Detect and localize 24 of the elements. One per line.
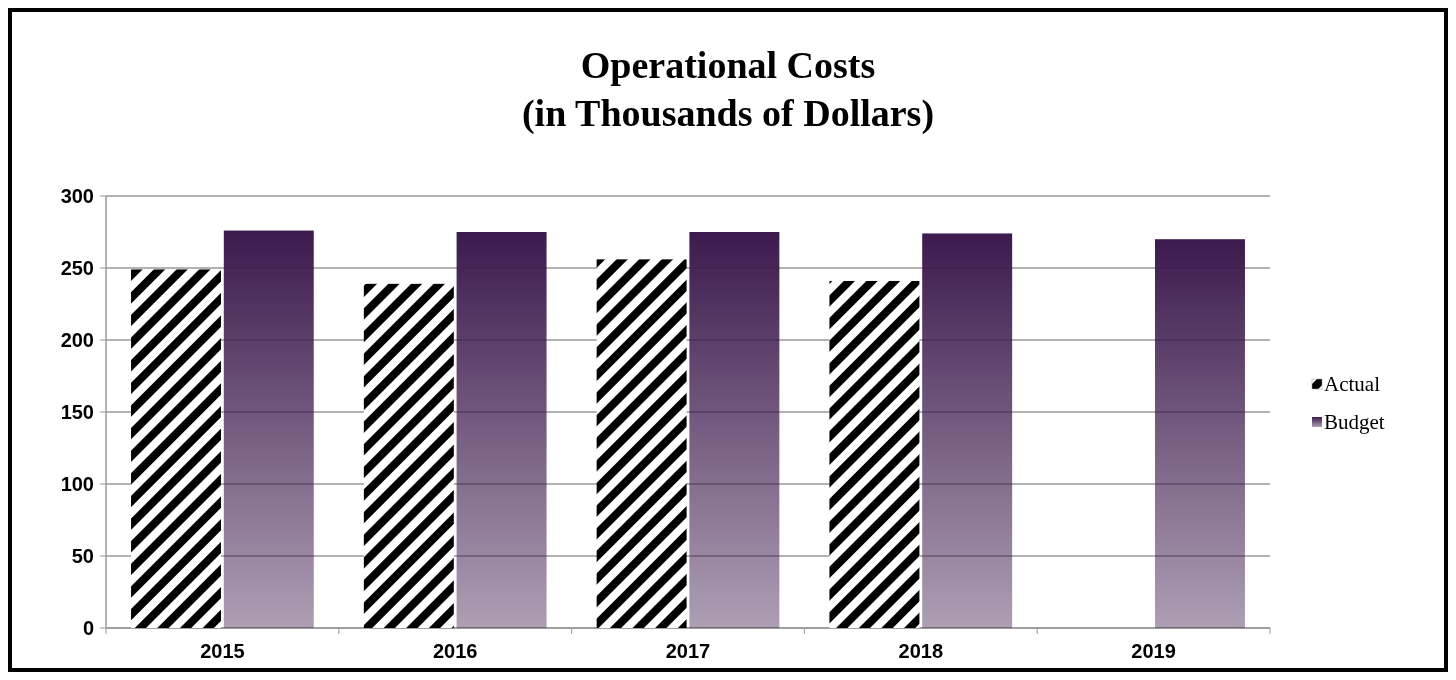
bar (363, 283, 454, 628)
y-tick-label: 250 (60, 257, 94, 279)
x-tick-label: 2015 (200, 640, 245, 662)
y-tick-label: 0 (82, 617, 94, 639)
bar (829, 280, 920, 628)
x-tick-label: 2017 (665, 640, 711, 662)
x-tick-label: 2018 (898, 640, 944, 662)
legend-label: Budget (1324, 410, 1385, 435)
bar (223, 230, 314, 628)
bar (456, 232, 547, 628)
legend-label: Actual (1324, 372, 1381, 397)
bar (596, 259, 687, 628)
x-tick-label: 2019 (1131, 640, 1176, 662)
y-tick-label: 300 (60, 185, 94, 207)
bar (922, 233, 1013, 628)
y-tick-label: 50 (71, 545, 94, 567)
bar (131, 269, 222, 628)
y-tick-label: 150 (60, 401, 94, 423)
y-tick-label: 100 (60, 473, 94, 495)
bar (689, 232, 780, 628)
bar (1154, 239, 1245, 628)
x-tick-label: 2016 (432, 640, 478, 662)
y-tick-label: 200 (60, 329, 94, 351)
chart-title: Operational Costs (in Thousands of Dollars) (521, 44, 935, 135)
